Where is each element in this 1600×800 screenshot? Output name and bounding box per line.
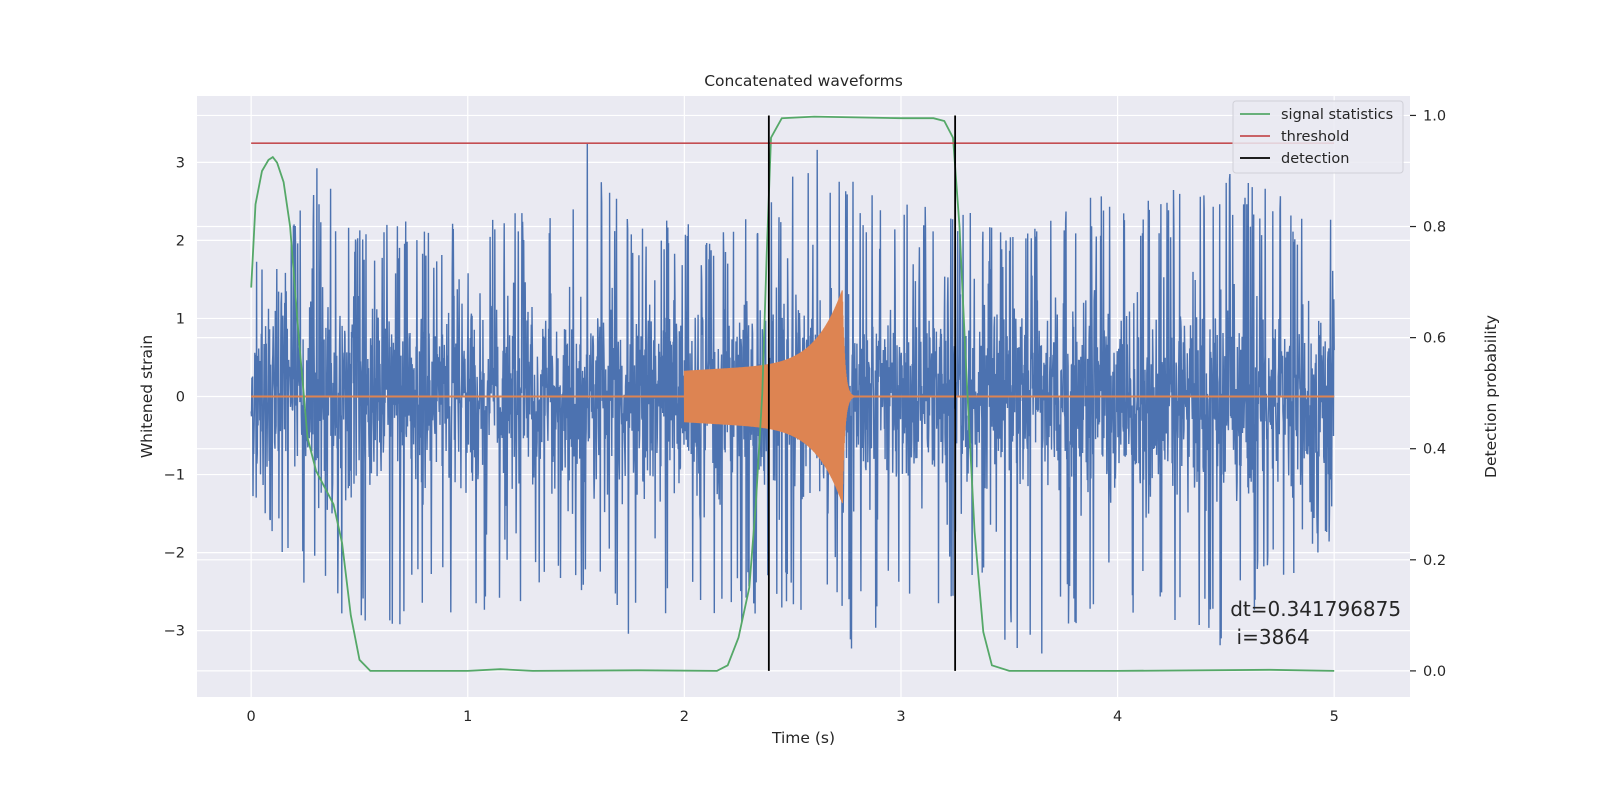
- x-tick-label: 5: [1330, 709, 1339, 725]
- y-tick-label: 1: [176, 311, 185, 327]
- y-tick-label: −2: [164, 546, 185, 562]
- y-axis-label-left: Whitened strain: [138, 335, 156, 458]
- y-right-tick-label: 0.6: [1423, 331, 1446, 347]
- y-right-tick-label: 1.0: [1423, 108, 1446, 124]
- y-axis-label-right: Detection probability: [1482, 315, 1500, 478]
- y-tick-label: 3: [176, 155, 185, 171]
- y-tick-label: −1: [164, 468, 185, 484]
- x-axis-label: Time (s): [771, 729, 835, 747]
- y-right-tick-label: 0.2: [1423, 553, 1446, 569]
- legend-entry: threshold: [1281, 129, 1349, 145]
- legend: signal statistics threshold detection: [1232, 100, 1404, 174]
- annotation-index: i=3864: [1230, 625, 1310, 649]
- axis-ticks: 0 1 2 3 4 5 −3 −2 −1 0 1 2 3 0.0 0.2 0.4 0.6 0.8 1.0: [164, 108, 1446, 725]
- annotation-dt: dt=0.341796875: [1230, 597, 1401, 621]
- template-series-line: [683, 290, 857, 504]
- strain-series-line: [250, 143, 1335, 654]
- x-tick-label: 4: [1113, 709, 1122, 725]
- y-right-tick-label: 0.4: [1423, 442, 1446, 458]
- y-tick-label: 0: [176, 390, 185, 406]
- legend-box: [1232, 100, 1404, 174]
- legend-entry: detection: [1281, 151, 1349, 167]
- y-tick-label: 2: [176, 233, 185, 249]
- signal-statistics-line: [250, 115, 1335, 672]
- x-tick-label: 1: [463, 709, 472, 725]
- y-tick-label: −3: [164, 624, 185, 640]
- x-tick-label: 3: [896, 709, 905, 725]
- x-tick-label: 2: [680, 709, 689, 725]
- x-tick-label: 0: [247, 709, 256, 725]
- y-right-tick-label: 0.0: [1423, 664, 1446, 680]
- chart-title: Concatenated waveforms: [704, 72, 903, 90]
- y-right-tick-label: 0.8: [1423, 220, 1446, 236]
- detection-lines: [767, 115, 957, 671]
- legend-entry: signal statistics: [1281, 107, 1393, 123]
